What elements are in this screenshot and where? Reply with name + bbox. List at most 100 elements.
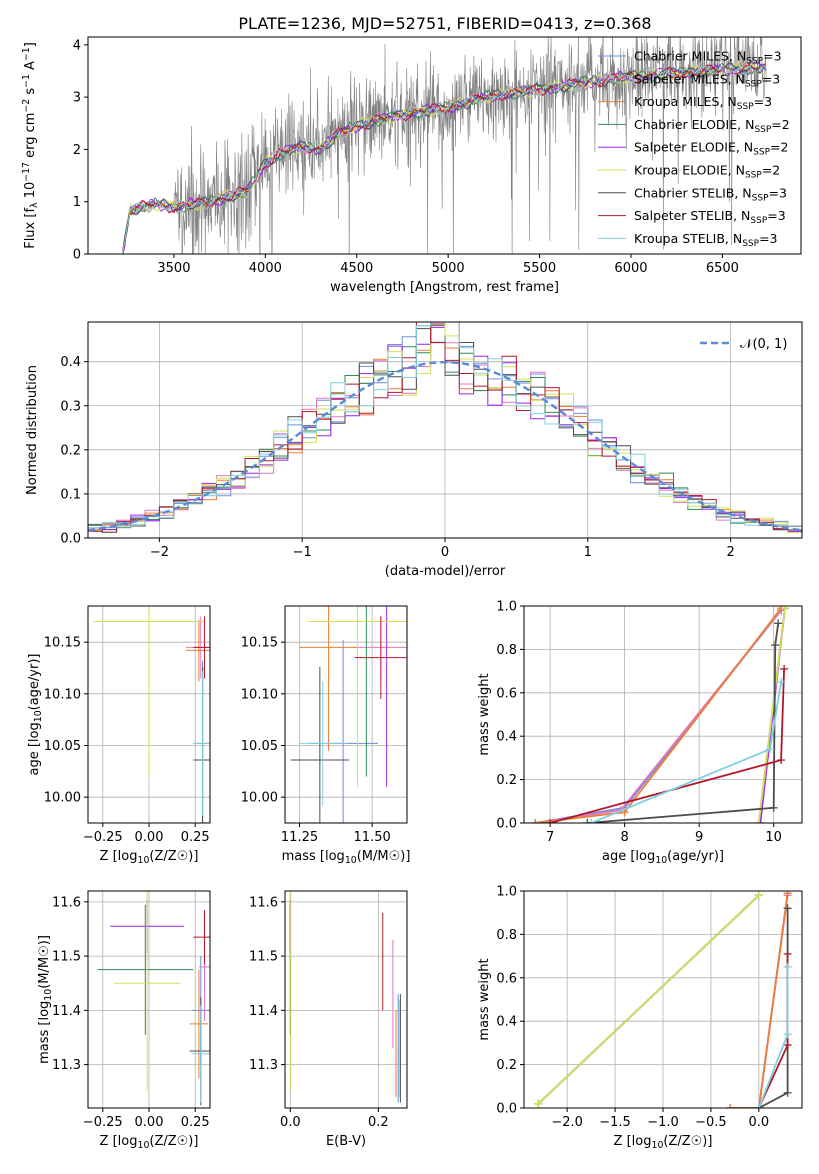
- y-tick-label: 10.10: [241, 687, 278, 702]
- histogram-krou_elodie: [88, 322, 802, 534]
- y-tick-label: 0.4: [60, 355, 81, 370]
- weight-line-krou_miles: [535, 607, 782, 823]
- x-tick-label: 11.50: [354, 830, 391, 845]
- x-tick-label: 5500: [523, 261, 556, 276]
- x-tick-label: 11.25: [281, 830, 318, 845]
- plot-spectrum: 3500 4000 4500 5000 5500 6000 6500 0 1 2 3 4 wavelen…: [21, 36, 802, 295]
- weight-line-krou_miles: [730, 893, 789, 1108]
- x-axis-label: E(B-V): [326, 1134, 366, 1149]
- normal-reference-curve: [88, 360, 802, 532]
- y-tick-label: 10.15: [241, 636, 278, 651]
- x-tick-label: 4500: [340, 261, 373, 276]
- y-tick-label: 0.0: [496, 1102, 517, 1117]
- x-tick-label: −1: [293, 545, 312, 560]
- weight-line-krou_elodie: [757, 608, 786, 823]
- legend-label-salp_elodie: Salpeter ELODIE, NSSP=2: [634, 140, 788, 158]
- y-axis-label: mass [log10(M/M☉)]: [37, 935, 54, 1064]
- model-spectrum-salp_elodie: [122, 61, 766, 254]
- plot-area: [289, 891, 401, 1103]
- legend-label-krou_elodie: Kroupa ELODIE, NSSP=2: [634, 163, 780, 181]
- weight-line-chab_miles: [535, 609, 782, 823]
- y-axis-label: mass weight: [477, 958, 492, 1040]
- y-tick-label: 4: [73, 38, 81, 53]
- plot-area: [531, 606, 789, 823]
- x-axis-label: mass [log10(M/M☉)]: [282, 849, 411, 866]
- y-tick-label: 10.10: [44, 687, 81, 702]
- plot-area: [122, 37, 767, 254]
- x-tick-label: −2.0: [551, 1115, 583, 1130]
- plot-area: [290, 606, 407, 823]
- y-tick-label: 11.6: [249, 895, 278, 910]
- x-tick-label: 6000: [614, 261, 647, 276]
- y-axis-label: Normed distribution: [25, 365, 40, 495]
- y-tick-label: 0.8: [496, 643, 517, 658]
- y-axis-label: age [log10(age/yr)]: [27, 654, 44, 776]
- x-tick-label: −0.5: [695, 1115, 727, 1130]
- spectrum-legend: Chabrier MILES, NSSP=3 Salpeter MILES, NS…: [598, 49, 790, 249]
- histogram-krou_stelib: [88, 322, 802, 529]
- legend-label-salp_stelib: Salpeter STELIB, NSSP=3: [634, 208, 786, 226]
- y-tick-label: 10.15: [44, 636, 81, 651]
- x-tick-label: 9: [695, 830, 703, 845]
- y-tick-label: 11.4: [249, 1004, 278, 1019]
- y-tick-label: 0.0: [60, 532, 81, 547]
- y-axis-label: Flux [fλ 10−17 erg cm−2 s−1 A−1]: [21, 42, 40, 249]
- y-tick-label: 11.3: [249, 1058, 278, 1073]
- x-axis-label: Z [log10(Z/Z☉)]: [100, 849, 199, 866]
- plot-area: [88, 322, 802, 534]
- figure-title: PLATE=1236, MJD=52751, FIBERID=0413, z=0…: [238, 14, 651, 33]
- plot-age_vs_mass: 11.25 11.50 10.00 10.05 10.10 10.15 mass [log1…: [241, 605, 411, 866]
- x-tick-label: 0.0: [749, 1115, 770, 1130]
- x-tick-label: −1.0: [647, 1115, 679, 1130]
- x-tick-label: 1: [584, 545, 592, 560]
- y-tick-label: 0.4: [496, 730, 517, 745]
- weight-line-chab_stelib: [587, 623, 780, 823]
- weight-line-krou_stelib: [758, 967, 789, 1108]
- x-tick-label: 3500: [157, 261, 190, 276]
- plot-residuals: −2 −1 0 1 2 0.0 0.1 0.2 0.3 0.4 (data-model)/error…: [25, 321, 803, 579]
- plot-area: [93, 606, 210, 823]
- model-spectrum-chab_stelib: [122, 62, 766, 251]
- x-tick-label: 4000: [249, 261, 282, 276]
- legend-label-krou_stelib: Kroupa STELIB, NSSP=3: [634, 231, 778, 249]
- legend-label-chab_elodie: Chabrier ELODIE, NSSP=2: [634, 117, 790, 135]
- y-tick-label: 11.5: [52, 950, 81, 965]
- y-tick-label: 0.6: [496, 686, 517, 701]
- y-tick-label: 11.4: [52, 1004, 81, 1019]
- plot-age_vs_Z: −0.25 0.00 0.25 10.00 10.05 10.10 10.15 Z [log1…: [27, 605, 211, 866]
- legend-label-krou_miles: Kroupa MILES, NSSP=3: [634, 94, 772, 112]
- x-tick-label: 0.0: [280, 1115, 301, 1130]
- x-tick-label: 0.00: [135, 830, 164, 845]
- weight-line-salp_stelib: [758, 953, 789, 1108]
- x-axis-label: Z [log10(Z/Z☉)]: [614, 1134, 713, 1151]
- model-spectrum-krou_elodie: [122, 62, 766, 254]
- x-tick-label: 0: [441, 545, 449, 560]
- weight-line-salp_miles: [535, 609, 782, 823]
- y-tick-label: 0.3: [60, 399, 81, 414]
- x-tick-label: 8: [620, 830, 628, 845]
- weight-line-krou_elodie: [537, 894, 760, 1105]
- legend-label-chab_miles: Chabrier MILES, NSSP=3: [634, 49, 782, 67]
- y-tick-label: 3: [73, 91, 81, 106]
- x-axis-label: Z [log10(Z/Z☉)]: [100, 1134, 199, 1151]
- plot-area: [97, 891, 210, 1106]
- y-tick-label: 10.05: [44, 739, 81, 754]
- model-spectrum-krou_stelib: [122, 60, 766, 254]
- x-tick-label: 0.00: [135, 1115, 164, 1130]
- y-tick-label: 0.1: [60, 487, 81, 502]
- x-tick-label: −0.25: [83, 830, 123, 845]
- x-tick-label: 0.2: [368, 1115, 389, 1130]
- y-tick-label: 10.05: [241, 739, 278, 754]
- plot-weight_vs_Z: −2.0 −1.5 −1.0 −0.5 0.0 0.0 0.2 0.4 0.6 0.8 1.0 Z […: [477, 885, 803, 1151]
- x-tick-label: 10: [765, 830, 782, 845]
- y-tick-label: 10.00: [241, 791, 278, 806]
- y-tick-label: 0.4: [496, 1015, 517, 1030]
- y-tick-label: 0.0: [496, 817, 517, 832]
- y-tick-label: 1: [73, 195, 81, 210]
- y-tick-label: 0.6: [496, 971, 517, 986]
- observed-spectrum: [122, 37, 767, 254]
- x-tick-label: 2: [726, 545, 734, 560]
- model-spectrum-salp_miles: [122, 61, 766, 253]
- x-tick-label: 6500: [706, 261, 739, 276]
- plot-weight_vs_age: 7 8 9 10 0.0 0.2 0.4 0.6 0.8 1.0 age [log10(age/yr…: [477, 600, 803, 866]
